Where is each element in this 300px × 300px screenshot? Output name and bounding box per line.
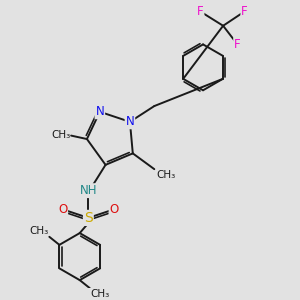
Text: CH₃: CH₃ [29,226,49,236]
Text: CH₃: CH₃ [51,130,70,140]
Text: O: O [110,203,119,216]
Text: O: O [58,203,67,216]
Text: F: F [234,38,241,51]
Text: F: F [197,5,203,18]
Text: F: F [241,5,248,18]
Text: S: S [84,211,93,225]
Text: CH₃: CH₃ [91,289,110,299]
Text: N: N [126,115,134,128]
Text: CH₃: CH₃ [157,170,176,180]
Text: NH: NH [80,184,97,197]
Text: N: N [95,105,104,118]
